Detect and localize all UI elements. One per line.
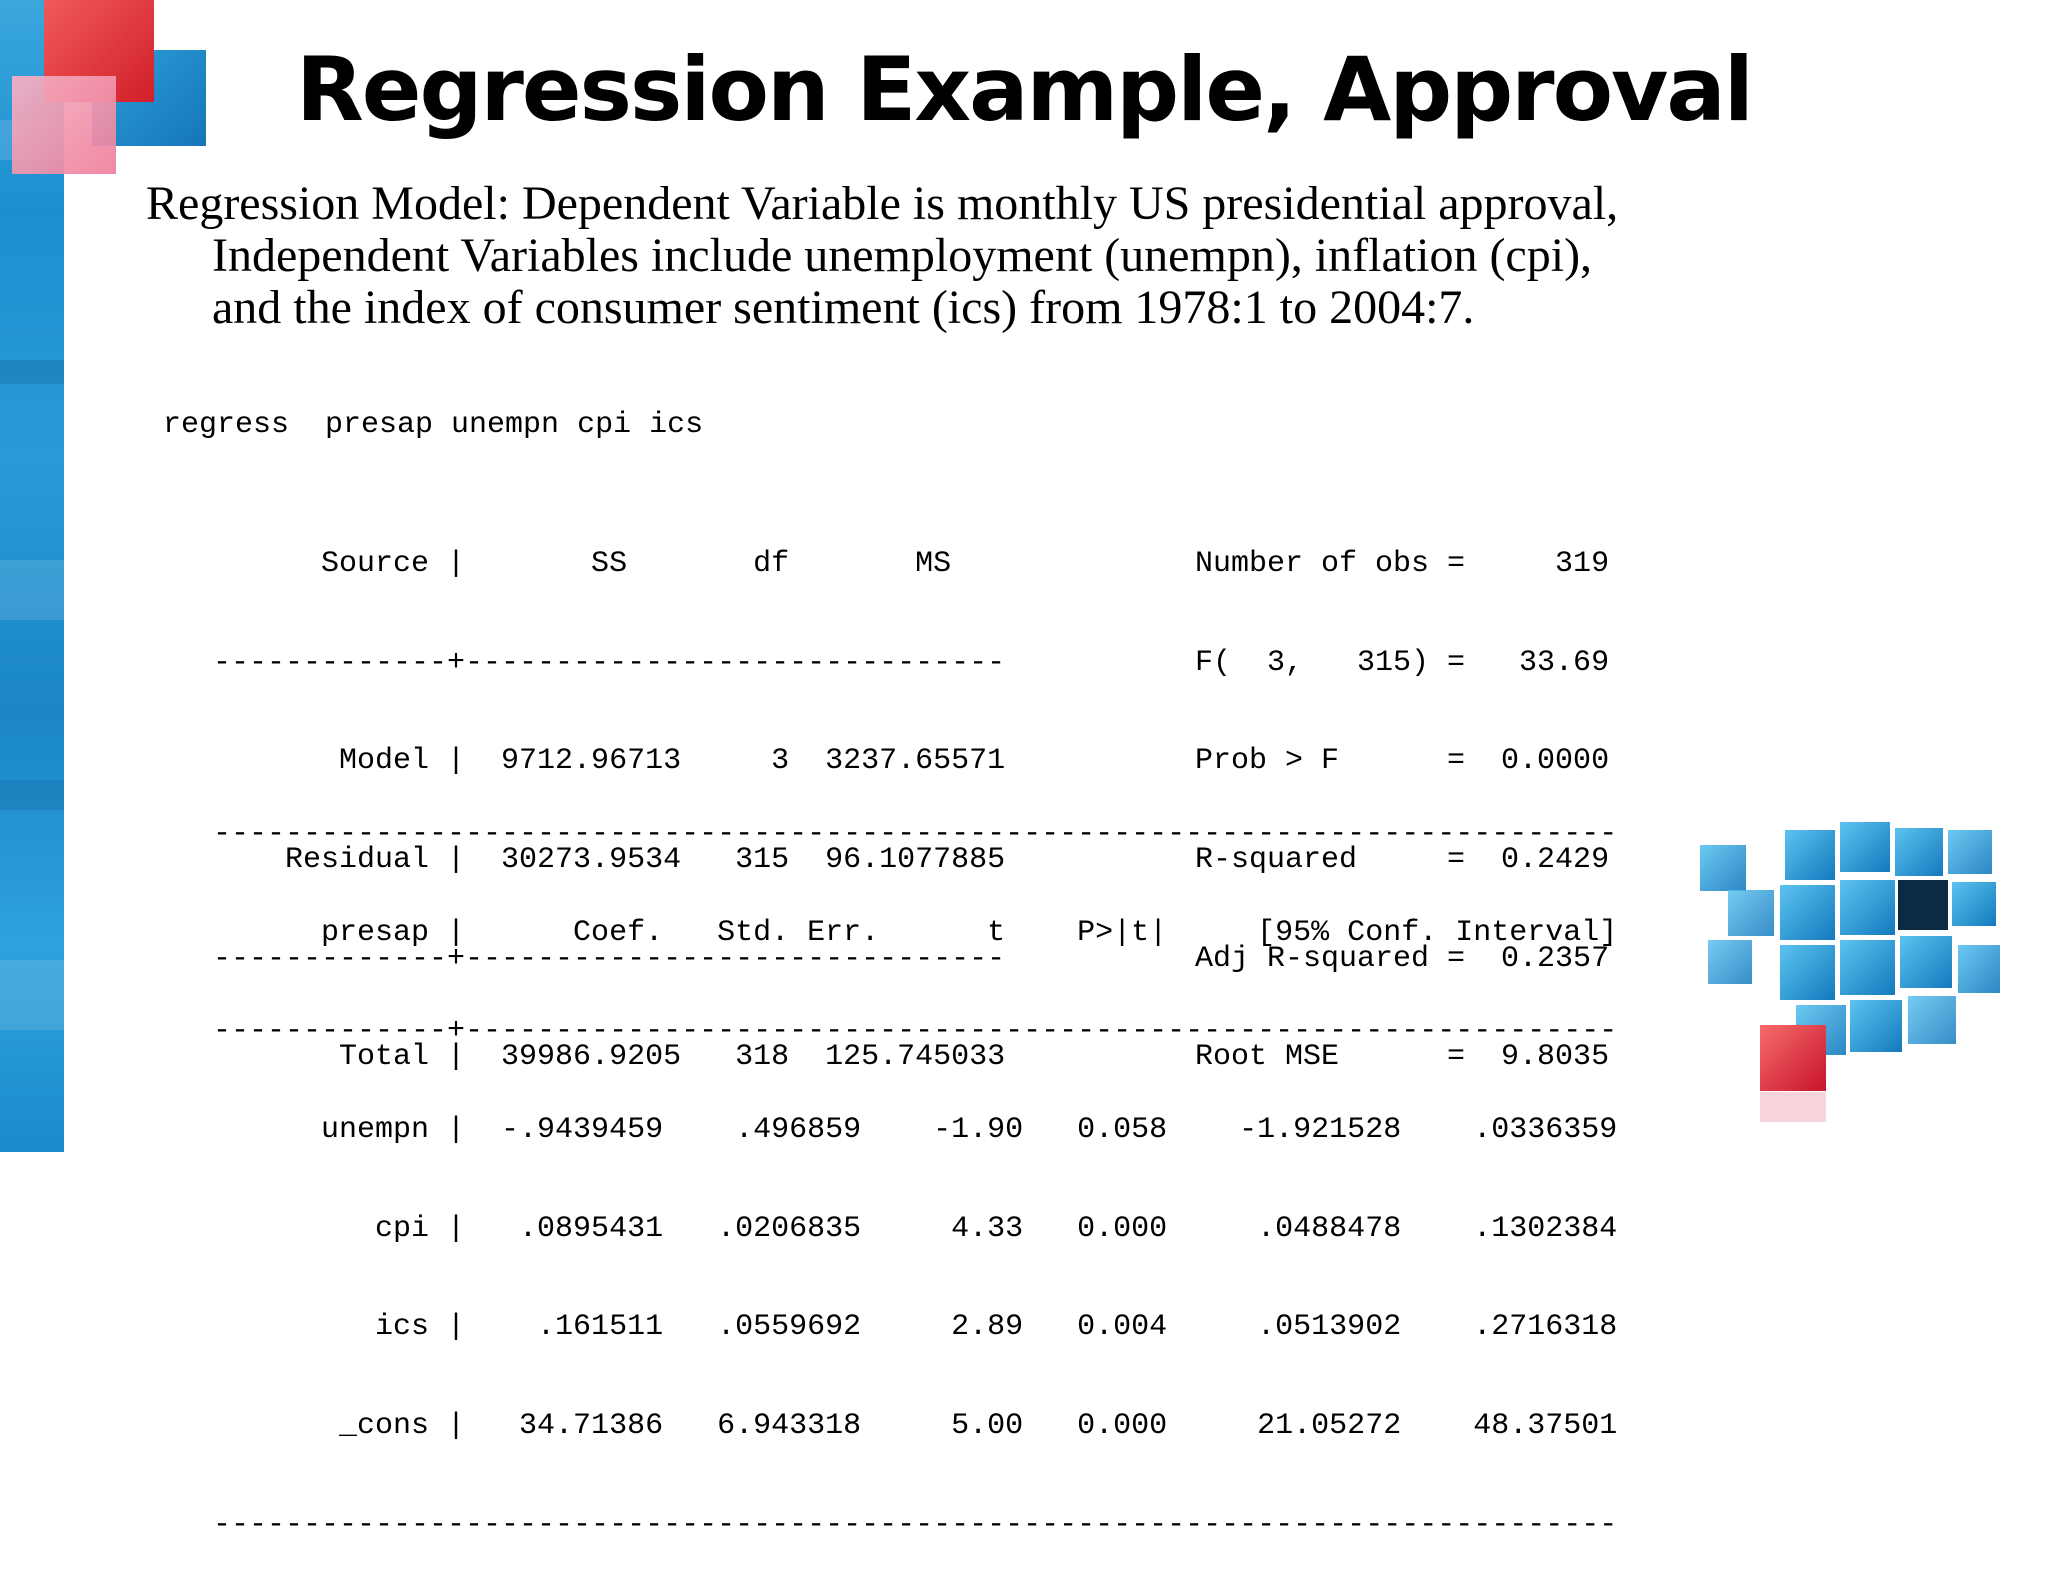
anova-total-row: Total | 39986.9205 318 125.745033 — [213, 1040, 1006, 1075]
description-line: Independent Variables include unemployme… — [212, 229, 1593, 282]
table-rule: ----------------------------------------… — [213, 817, 1618, 851]
cube-cluster-graphic — [1700, 822, 2000, 1122]
coef-row-ics: ics | .161511 .0559692 2.89 0.004 .05139… — [213, 1310, 1618, 1345]
coef-row-cpi: cpi | .0895431 .0206835 4.33 0.000 .0488… — [213, 1211, 1618, 1246]
model-statistics: Number of obs = 319 F( 3, 315) = 33.69 P… — [1195, 485, 1609, 1107]
anova-row: Model | 9712.96713 3 3237.65571 — [213, 744, 1006, 779]
anova-row: Residual | 30273.9534 315 96.1077885 — [213, 843, 1006, 878]
stat-row: R-squared = 0.2429 — [1195, 843, 1610, 878]
stat-row: Adj R-squared = 0.2357 — [1195, 941, 1610, 976]
table-separator: -------------+--------------------------… — [213, 1014, 1618, 1049]
strip-shade — [0, 560, 64, 620]
anova-header: Source | SS df MS — [213, 547, 952, 581]
regress-command: regress presap unempn cpi ics — [163, 408, 704, 442]
table-separator: -------------+--------------------------… — [213, 645, 1006, 680]
table-rule: ----------------------------------------… — [213, 1507, 1618, 1542]
anova-table: Source | SS df MS -------------+--------… — [213, 485, 1005, 1107]
description-line: and the index of consumer sentiment (ics… — [212, 281, 1475, 334]
stat-row: Prob > F = 0.0000 — [1195, 744, 1610, 779]
coef-row-cons: _cons | 34.71386 6.943318 5.00 0.000 21.… — [213, 1409, 1618, 1444]
stat-row: Number of obs = 319 — [1195, 547, 1610, 581]
slide-title: Regression Example, Approval — [296, 38, 1754, 141]
model-description: Regression Model: Dependent Variable is … — [146, 178, 1706, 334]
strip-shade — [0, 960, 64, 1030]
coef-header: presap | Coef. Std. Err. t P>|t| [95% Co… — [213, 915, 1618, 950]
strip-shade — [0, 360, 64, 384]
coef-row-unempn: unempn | -.9439459 .496859 -1.90 0.058 -… — [213, 1113, 1618, 1148]
stat-row: F( 3, 315) = 33.69 — [1195, 645, 1610, 680]
coefficient-table: ----------------------------------------… — [213, 755, 1617, 1575]
strip-shade — [0, 780, 64, 810]
table-separator: -------------+--------------------------… — [213, 941, 1006, 976]
stat-row: Root MSE = 9.8035 — [1195, 1040, 1610, 1075]
description-line: Regression Model: Dependent Variable is … — [146, 177, 1619, 230]
decor-pink-block — [12, 76, 116, 174]
